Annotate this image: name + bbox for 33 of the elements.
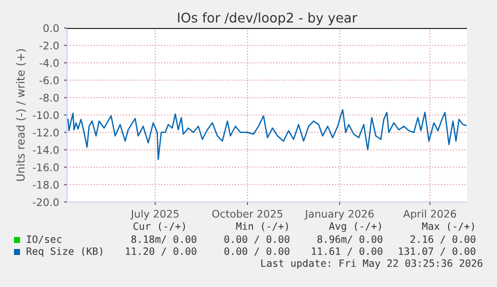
x-tick-label: October 2025 bbox=[212, 210, 282, 218]
text: 131.07 / 0.00 bbox=[398, 247, 476, 256]
text: 0.00 / 0.00 bbox=[224, 235, 290, 244]
y-tick-label: -2.0 bbox=[40, 42, 59, 50]
y-tick-label: -14.0 bbox=[32, 146, 59, 154]
y-tick-label: -8.0 bbox=[40, 94, 59, 102]
y-tick-label: -4.0 bbox=[40, 59, 59, 67]
text: 2.16 / 0.00 bbox=[410, 235, 476, 244]
text: 0.00 / 0.00 bbox=[224, 247, 290, 256]
chart-title: IOs for /dev/loop2 - by year bbox=[178, 12, 358, 26]
y-tick-label: -16.0 bbox=[32, 163, 59, 172]
text: Min (-/+) bbox=[236, 222, 288, 232]
text: 11.20 / 0.00 bbox=[126, 247, 196, 256]
y-tick-label: -10.0 bbox=[32, 111, 59, 120]
x-tick-label: January 2026 bbox=[304, 210, 374, 220]
y-tick-label: -20.0 bbox=[32, 198, 59, 206]
text: 11.61 / 0.00 bbox=[312, 247, 382, 256]
text: Last update: Fri May 22 03:25:36 2026 bbox=[261, 259, 482, 269]
y-tick-label: -12.0 bbox=[32, 128, 59, 137]
x-tick-label: July 2025 bbox=[130, 210, 179, 220]
y-tick-label: -18.0 bbox=[32, 180, 59, 189]
y-axis-title: Units read (-) / write (+) bbox=[16, 49, 26, 181]
y-tick-label: -6.0 bbox=[40, 76, 59, 84]
text: Cur (-/+) bbox=[133, 222, 185, 232]
legend-label: Req Size (KB) bbox=[26, 247, 102, 257]
text: 8.18m/ 0.00 bbox=[131, 235, 196, 244]
text: 8.96m/ 0.00 bbox=[317, 235, 382, 244]
y-tick-label: 0.0 bbox=[43, 24, 59, 32]
text: Max (-/+) bbox=[422, 222, 474, 232]
text: Avg (-/+) bbox=[329, 222, 381, 232]
legend-label: IO/sec bbox=[26, 235, 62, 244]
x-tick-label: April 2026 bbox=[403, 210, 456, 220]
line-series bbox=[67, 109, 467, 160]
